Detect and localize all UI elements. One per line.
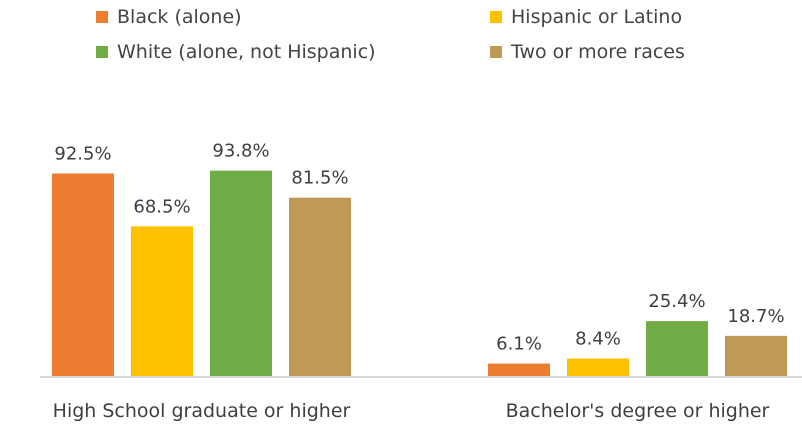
legend-item-white: White (alone, not Hispanic) <box>96 41 376 63</box>
bar-bachelors-3 <box>725 335 787 377</box>
data-label-high-school-3: 81.5% <box>291 168 348 189</box>
data-label-bachelors-0: 6.1% <box>496 334 542 355</box>
bar-bachelors-2 <box>646 321 708 377</box>
bar-high-school-1 <box>131 226 193 377</box>
legend-item-black: Black (alone) <box>96 6 242 28</box>
bar-high-school-0 <box>52 173 114 377</box>
legend: Black (alone) Hispanic or Latino White (… <box>0 0 802 80</box>
bar-bachelors-1 <box>567 358 629 377</box>
data-label-high-school-1: 68.5% <box>133 196 190 217</box>
legend-label-hispanic: Hispanic or Latino <box>511 6 683 28</box>
legend-item-two-or-more: Two or more races <box>490 41 685 63</box>
legend-label-two-or-more: Two or more races <box>511 41 685 63</box>
bar-high-school-3 <box>289 197 351 377</box>
legend-swatch-two-or-more <box>490 46 502 58</box>
legend-swatch-black <box>96 11 108 23</box>
bar-high-school-2 <box>210 170 272 377</box>
data-label-bachelors-1: 8.4% <box>575 329 621 350</box>
bar-bachelors-0 <box>488 363 550 377</box>
legend-swatch-white <box>96 46 108 58</box>
data-label-bachelors-3: 18.7% <box>727 306 784 327</box>
legend-swatch-hispanic <box>490 11 502 23</box>
legend-label-black: Black (alone) <box>117 6 242 28</box>
legend-label-white: White (alone, not Hispanic) <box>117 41 376 63</box>
data-label-high-school-2: 93.8% <box>212 141 269 162</box>
data-label-bachelors-2: 25.4% <box>648 291 705 312</box>
data-label-high-school-0: 92.5% <box>54 144 111 165</box>
category-label-0: High School graduate or higher <box>53 400 351 422</box>
legend-item-hispanic: Hispanic or Latino <box>490 6 682 28</box>
category-label-1: Bachelor's degree or higher <box>506 400 770 422</box>
